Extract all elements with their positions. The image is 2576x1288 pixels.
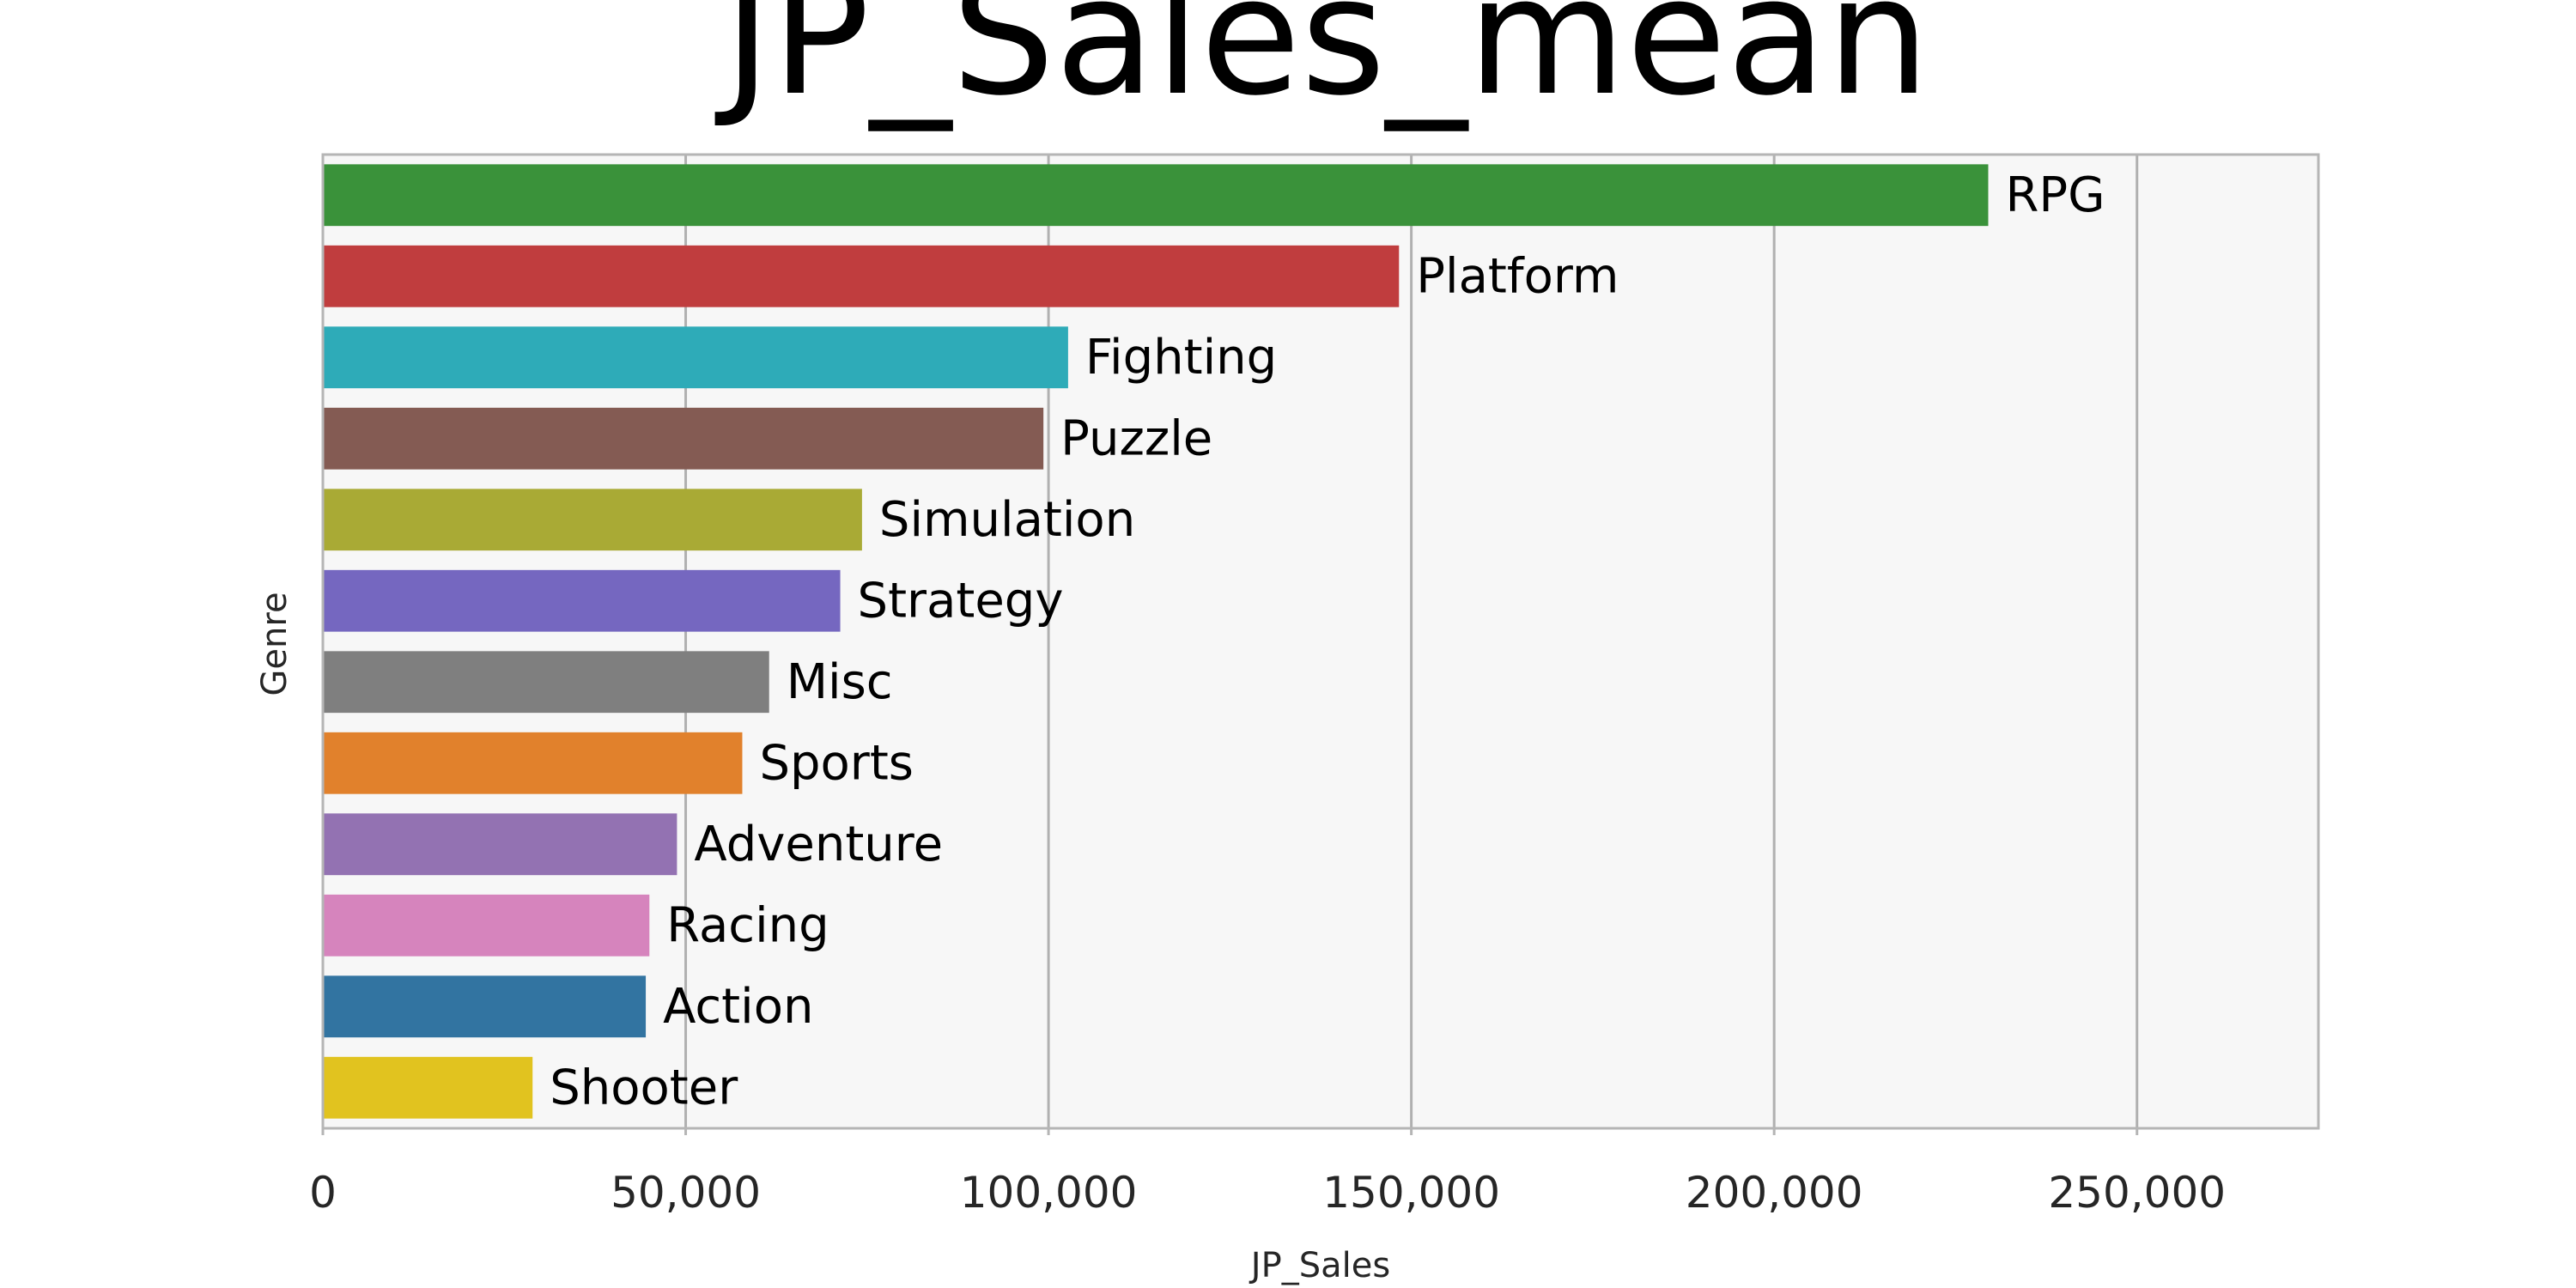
bar-puzzle [323, 407, 1044, 470]
bar-label: Puzzle [1060, 410, 1212, 466]
bar-label: Racing [666, 897, 829, 953]
bar-label: Fighting [1085, 330, 1277, 386]
x-axis-ticks: 0 50,000 100,000 150,000 200,000 250,000 [309, 1128, 2226, 1218]
bar-label: Strategy [858, 573, 1064, 629]
bar-rpg [323, 164, 1989, 227]
bar-action [323, 975, 647, 1038]
bar-strategy [323, 569, 841, 632]
bar-label: Shooter [550, 1060, 738, 1115]
plot-frame [321, 153, 2320, 1130]
x-tick-label: 150,000 [1322, 1168, 1500, 1218]
x-axis-title: JP_Sales [1249, 1246, 1390, 1285]
x-tick-label: 50,000 [611, 1168, 761, 1218]
bars: RPG Platform Fighting Puzzle Simulation Strat… [323, 164, 2105, 1119]
bar-fighting [323, 326, 1068, 389]
x-tick-label: 250,000 [2048, 1168, 2226, 1218]
bar-label: Platform [1416, 248, 1619, 304]
chart-title: JP_Sales_mean [714, 0, 1929, 131]
bar-racing [323, 894, 650, 957]
x-tick-label: 100,000 [960, 1168, 1138, 1218]
x-tick-label: 0 [309, 1168, 337, 1218]
bar-misc [323, 651, 769, 714]
bar-label: Sports [759, 735, 914, 791]
bar-label: Misc [787, 654, 893, 710]
bar-label: Action [663, 979, 813, 1035]
bar-label: Simulation [879, 492, 1135, 548]
bar-sports [323, 732, 743, 794]
bar-platform [323, 245, 1400, 307]
x-tick-label: 200,000 [1686, 1168, 1863, 1218]
y-axis-title: Genre [255, 592, 295, 696]
bar-label: RPG [2005, 167, 2105, 223]
bar-simulation [323, 489, 862, 551]
bar-shooter [323, 1056, 533, 1119]
gridlines [684, 155, 2139, 1128]
plot-area [323, 155, 2318, 1128]
bar-adventure [323, 813, 677, 876]
bar-label: Adventure [694, 817, 943, 872]
